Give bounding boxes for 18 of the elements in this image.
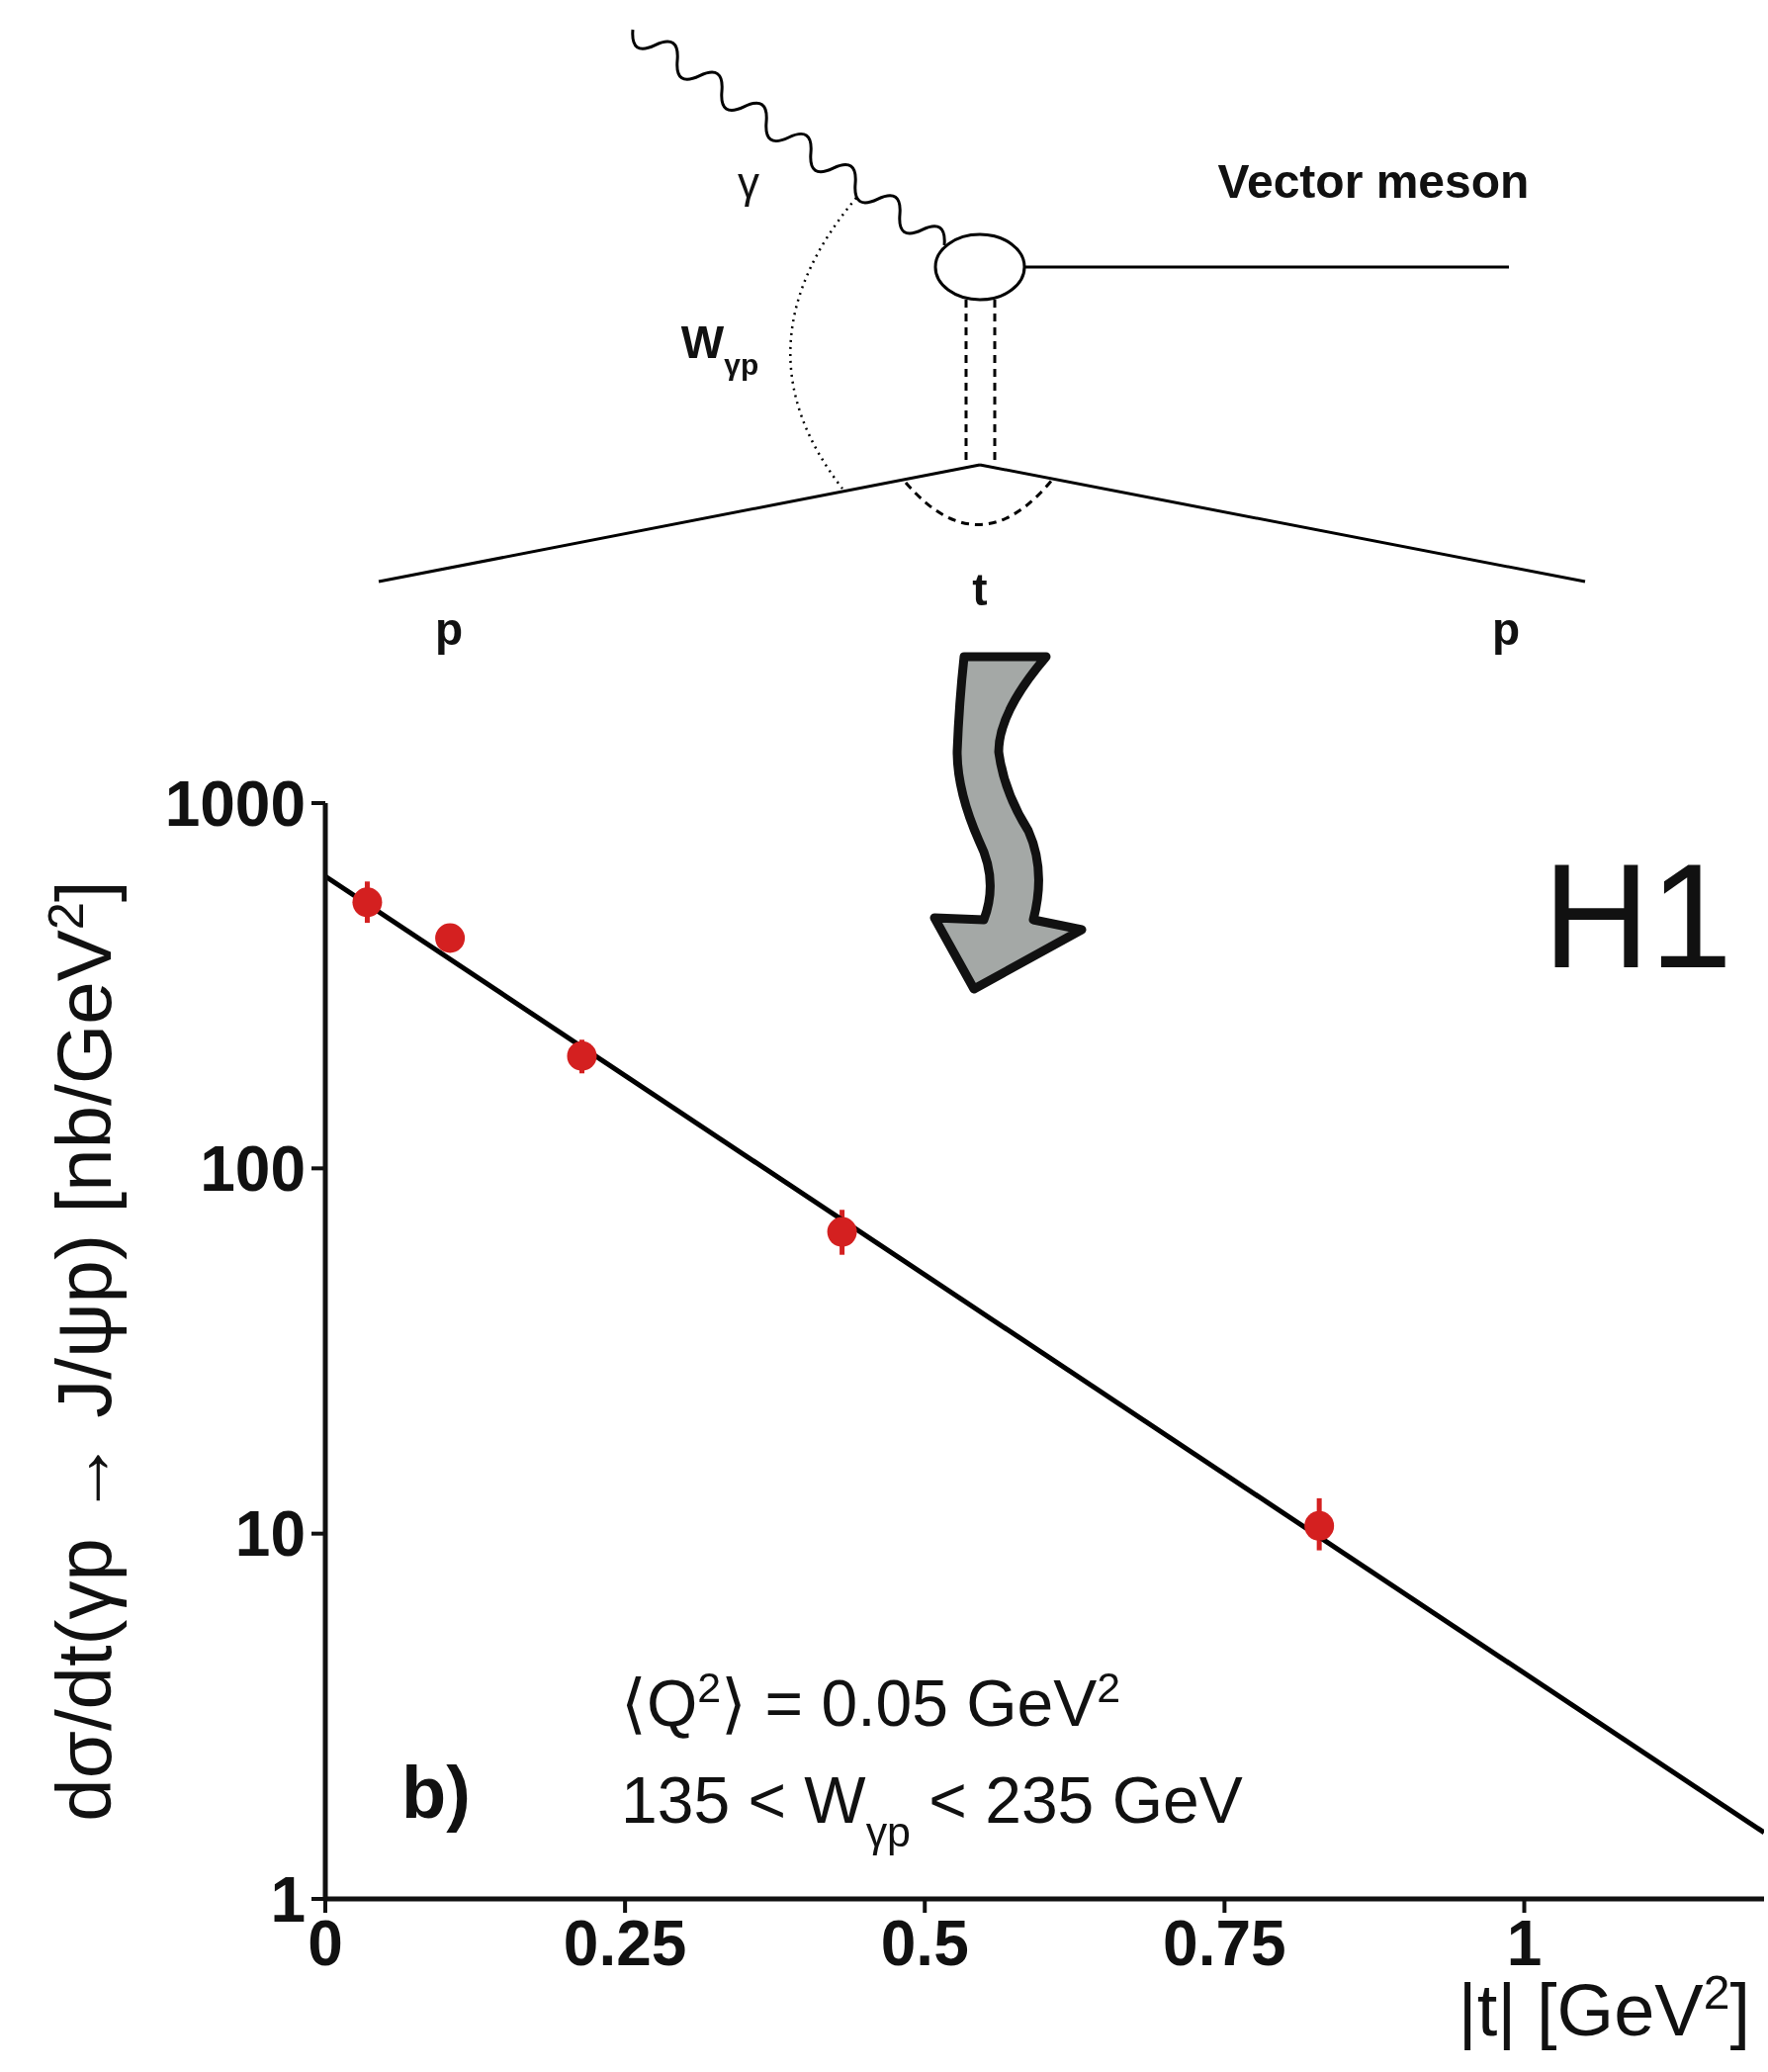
text: p <box>1491 603 1521 655</box>
annotation: 135 < W$_{γp}$ < 235 GeV <box>621 1763 1243 1855</box>
text: t <box>972 564 988 615</box>
y-tick-label: 100 <box>200 1133 306 1206</box>
x-tick-label: 0.25 <box>563 1908 687 1980</box>
y-tick-label: 1000 <box>164 767 306 840</box>
y-tick-label: 10 <box>234 1498 306 1571</box>
text: p <box>434 603 464 655</box>
x-tick-label: 0 <box>308 1908 343 1980</box>
text: W$_{γp}$ <box>680 316 759 381</box>
y-tick-label: 1 <box>270 1863 306 1936</box>
annotation: H1 <box>1543 833 1732 999</box>
x-tick-label: 0.75 <box>1163 1908 1286 1980</box>
annotation: ⟨Q$^{2}$⟩ = 0.05 GeV$^{2}$ <box>621 1664 1121 1740</box>
text: γ <box>738 158 759 207</box>
x-tick-label: 0.5 <box>880 1908 969 1980</box>
annotation: b) <box>401 1752 471 1834</box>
text: Vector meson <box>1217 155 1530 208</box>
